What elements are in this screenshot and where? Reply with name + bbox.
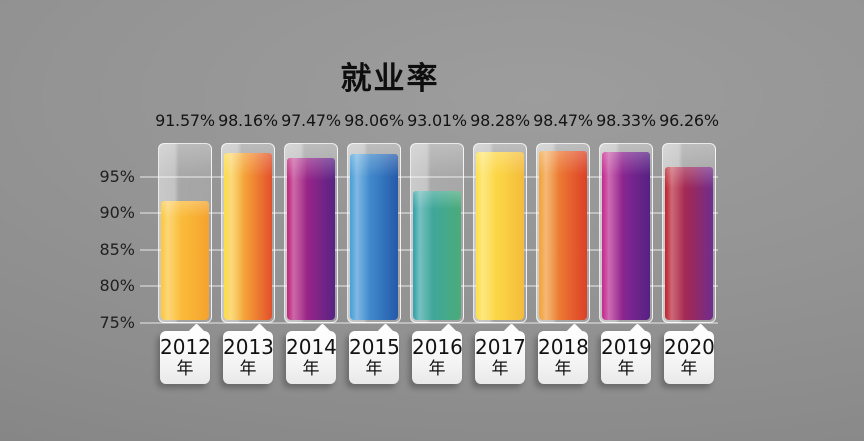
- bar-column: 97.47% 2014 年: [281, 0, 341, 441]
- year-text: 2020: [664, 335, 715, 359]
- bar-column: 96.26% 2020 年: [659, 0, 719, 441]
- bar-track: [536, 143, 590, 323]
- year-text: 2017: [475, 335, 526, 359]
- year-text: 2014: [286, 335, 337, 359]
- y-axis-tick-label: 90%: [99, 203, 135, 222]
- year-suffix-text: 年: [239, 359, 257, 379]
- bar-value-label: 98.47%: [533, 111, 593, 130]
- year-label-box: 2013 年: [223, 323, 274, 384]
- bar-fill: [539, 151, 587, 320]
- bar-track: [221, 143, 275, 323]
- bar-track: [158, 143, 212, 323]
- bar-track: [347, 143, 401, 323]
- bar-column: 93.01% 2016 年: [407, 0, 467, 441]
- bar-track: [599, 143, 653, 323]
- year-text: 2015: [349, 335, 400, 359]
- bar-column: 98.16% 2013 年: [218, 0, 278, 441]
- year-label-box: 2016 年: [412, 323, 463, 384]
- year-suffix-text: 年: [428, 359, 446, 379]
- bar-value-label: 98.28%: [470, 111, 530, 130]
- year-text: 2013: [223, 335, 274, 359]
- year-label-box: 2020 年: [664, 323, 715, 384]
- bar-value-label: 93.01%: [407, 111, 467, 130]
- y-axis-tick-label: 85%: [99, 239, 135, 259]
- bar-track: [662, 143, 716, 323]
- y-axis-tick-label: 95%: [99, 166, 135, 186]
- bar-value-label: 97.47%: [281, 111, 341, 130]
- bar-fill: [287, 158, 335, 320]
- year-label-box: 2015 年: [349, 323, 400, 384]
- year-label-box: 2012 年: [160, 323, 211, 384]
- bar-value-label: 91.57%: [155, 111, 215, 130]
- year-text: 2012: [160, 335, 211, 359]
- bar-fill: [665, 167, 713, 320]
- bar-track: [410, 143, 464, 323]
- year-text: 2018: [538, 335, 589, 359]
- bar-column: 98.47% 2018 年: [533, 0, 593, 441]
- year-suffix-text: 年: [365, 359, 383, 379]
- bar-column: 98.28% 2017 年: [470, 0, 530, 441]
- y-axis-tick-label: 75%: [99, 312, 135, 332]
- chart-title: 就业率: [340, 61, 440, 97]
- bar-fill: [602, 152, 650, 320]
- y-axis-tick-label: 80%: [99, 276, 135, 295]
- year-suffix-text: 年: [554, 359, 572, 379]
- year-label-box: 2018 年: [538, 323, 589, 384]
- year-suffix-text: 年: [491, 359, 509, 379]
- bar-fill: [350, 154, 398, 320]
- bar-value-label: 98.06%: [344, 111, 404, 130]
- bar-fill: [413, 191, 461, 320]
- year-suffix-text: 年: [176, 359, 194, 379]
- year-label-box: 2014 年: [286, 323, 337, 384]
- year-suffix-text: 年: [302, 359, 320, 379]
- bar-value-label: 96.26%: [659, 111, 719, 130]
- year-suffix-text: 年: [680, 359, 698, 379]
- bar-column: 98.33% 2019 年: [596, 0, 656, 441]
- bar-value-label: 98.16%: [218, 111, 278, 130]
- year-text: 2016: [412, 335, 463, 359]
- year-label-box: 2017 年: [475, 323, 526, 384]
- bar-track: [473, 143, 527, 323]
- year-label-box: 2019 年: [601, 323, 652, 384]
- year-suffix-text: 年: [617, 359, 635, 379]
- bar-fill: [224, 153, 272, 320]
- bar-value-label: 98.33%: [596, 111, 656, 130]
- bar-column: 98.06% 2015 年: [344, 0, 404, 441]
- bar-fill: [476, 152, 524, 320]
- year-text: 2019: [601, 335, 652, 359]
- bar-fill: [161, 201, 209, 320]
- bar-track: [284, 143, 338, 323]
- bar-column: 91.57% 2012 年: [155, 0, 215, 441]
